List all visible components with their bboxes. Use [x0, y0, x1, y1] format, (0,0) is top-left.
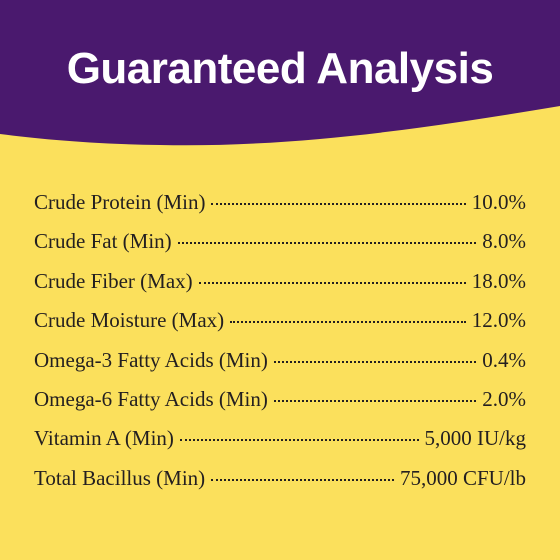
dot-leader — [179, 439, 419, 442]
analysis-row: Crude Moisture (Max) 12.0% — [34, 308, 526, 347]
analysis-row: Crude Fat (Min) 8.0% — [34, 229, 526, 268]
nutrient-label: Crude Fiber (Max) — [34, 268, 193, 293]
nutrient-value: 18.0% — [471, 268, 526, 293]
nutrient-label: Omega-3 Fatty Acids (Min) — [34, 347, 268, 372]
nutrient-value: 0.4% — [482, 347, 526, 372]
header-wave — [0, 0, 560, 146]
dot-leader — [230, 321, 466, 324]
nutrient-value: 8.0% — [482, 229, 526, 254]
analysis-row: Vitamin A (Min) 5,000 IU/kg — [34, 426, 526, 465]
dot-leader — [211, 203, 466, 205]
nutrient-value: 5,000 IU/kg — [424, 426, 527, 451]
dot-leader — [177, 242, 477, 245]
title: Guaranteed Analysis — [66, 44, 494, 93]
dot-leader — [211, 478, 394, 481]
header-background — [0, 0, 560, 146]
nutrient-label: Crude Moisture (Max) — [34, 308, 225, 333]
analysis-row: Total Bacillus (Min) 75,000 CFU/lb — [34, 466, 526, 505]
analysis-row: Omega-6 Fatty Acids (Min) 2.0% — [34, 387, 526, 426]
analysis-row: Crude Protein (Min) 10.0% — [34, 190, 526, 229]
nutrient-value: 10.0% — [471, 190, 526, 214]
nutrient-label: Omega-6 Fatty Acids (Min) — [34, 386, 268, 411]
nutrient-label: Crude Protein (Min) — [34, 190, 206, 214]
nutrient-label: Total Bacillus (Min) — [34, 465, 206, 490]
dot-leader — [198, 281, 466, 284]
nutrient-label: Crude Fat (Min) — [34, 229, 172, 254]
analysis-row: Crude Fiber (Max) 18.0% — [34, 269, 526, 308]
dot-leader — [273, 360, 477, 363]
analysis-row: Omega-3 Fatty Acids (Min) 0.4% — [34, 348, 526, 387]
nutrient-label: Vitamin A (Min) — [34, 426, 174, 451]
nutrient-value: 2.0% — [482, 386, 526, 411]
nutrient-value: 12.0% — [471, 308, 526, 333]
analysis-table: Crude Protein (Min) 10.0% Crude Fat (Min) 8… — [34, 190, 526, 505]
dot-leader — [273, 399, 477, 402]
nutrient-value: 75,000 CFU/lb — [399, 465, 526, 490]
